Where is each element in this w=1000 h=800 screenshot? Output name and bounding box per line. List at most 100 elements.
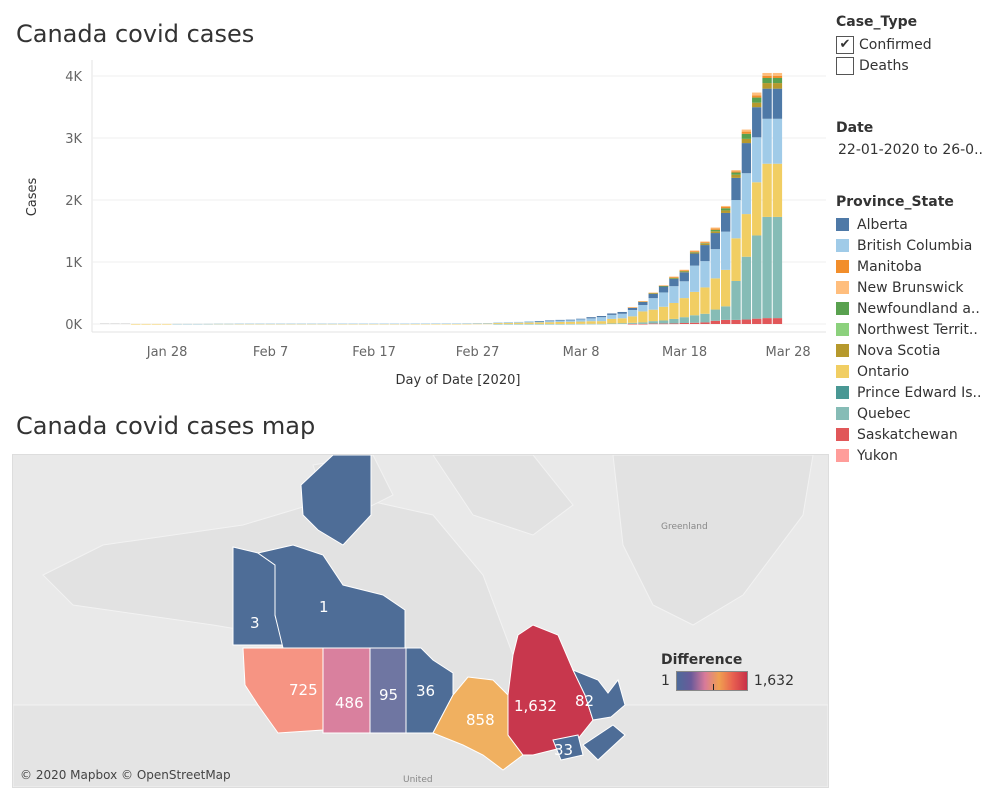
bar-segment[interactable] <box>762 118 772 164</box>
bar-segment[interactable] <box>772 83 783 89</box>
bar-segment[interactable] <box>710 228 720 230</box>
bar-segment[interactable] <box>679 323 689 324</box>
bar-segment[interactable] <box>338 323 348 325</box>
bar-segment[interactable] <box>762 83 772 89</box>
bar-segment[interactable] <box>669 277 679 279</box>
region-alberta[interactable] <box>322 647 371 734</box>
bar-segment[interactable] <box>669 278 679 287</box>
bar-segment[interactable] <box>741 131 752 134</box>
bar-segment[interactable] <box>731 177 741 201</box>
bar-segment[interactable] <box>607 314 617 319</box>
bar-segment[interactable] <box>493 323 503 325</box>
bar-segment[interactable] <box>752 182 762 236</box>
bar-segment[interactable] <box>700 241 710 243</box>
bar-segment[interactable] <box>752 102 762 108</box>
bar-segment[interactable] <box>741 129 752 132</box>
bar-segment[interactable] <box>689 291 700 316</box>
bar-segment[interactable] <box>389 323 400 325</box>
bar-segment[interactable] <box>710 309 720 321</box>
bar-segment[interactable] <box>369 323 379 325</box>
bar-segment[interactable] <box>596 321 607 324</box>
bar-segment[interactable] <box>514 322 524 324</box>
bar-segment[interactable] <box>555 323 565 325</box>
bar-segment[interactable] <box>700 322 710 324</box>
bar-segment[interactable] <box>462 323 472 325</box>
bar-segment[interactable] <box>203 323 213 325</box>
bar-segment[interactable] <box>534 321 545 323</box>
legend-item-yukon[interactable]: Yukon <box>836 445 981 466</box>
bar-segment[interactable] <box>721 205 731 208</box>
bar-segment[interactable] <box>472 323 482 325</box>
bar-segment[interactable] <box>431 323 441 325</box>
bar-segment[interactable] <box>700 261 710 288</box>
bar-segment[interactable] <box>131 323 141 325</box>
bar-segment[interactable] <box>638 322 648 324</box>
bar-segment[interactable] <box>307 323 317 325</box>
legend-item-newfoundland-a[interactable]: Newfoundland a.. <box>836 298 981 319</box>
bar-segment[interactable] <box>441 323 451 324</box>
bar-segment[interactable] <box>451 323 462 324</box>
bar-segment[interactable] <box>679 271 689 272</box>
bar-segment[interactable] <box>524 322 534 324</box>
bar-segment[interactable] <box>244 323 255 325</box>
bar-segment[interactable] <box>710 233 720 250</box>
bar-segment[interactable] <box>679 271 689 273</box>
bar-segment[interactable] <box>772 88 783 119</box>
bar-segment[interactable] <box>731 280 741 320</box>
bar-segment[interactable] <box>627 316 638 323</box>
bar-segment[interactable] <box>721 231 731 270</box>
bar-segment[interactable] <box>627 309 638 317</box>
bar-segment[interactable] <box>524 321 534 323</box>
bar-segment[interactable] <box>679 269 689 271</box>
bar-segment[interactable] <box>379 323 389 325</box>
bar-segment[interactable] <box>741 133 752 139</box>
legend-item-alberta[interactable]: Alberta <box>836 214 981 235</box>
bar-segment[interactable] <box>669 323 679 325</box>
bar-segment[interactable] <box>482 323 493 325</box>
bar-segment[interactable] <box>638 323 648 325</box>
bar-segment[interactable] <box>700 243 710 244</box>
bar-segment[interactable] <box>379 323 389 325</box>
bar-segment[interactable] <box>658 323 669 325</box>
bar-segment[interactable] <box>648 309 658 322</box>
bar-segment[interactable] <box>410 323 420 325</box>
bar-segment[interactable] <box>627 322 638 324</box>
bar-segment[interactable] <box>648 321 658 324</box>
bar-segment[interactable] <box>669 276 679 278</box>
bar-segment[interactable] <box>172 323 182 325</box>
legend-item-quebec[interactable]: Quebec <box>836 403 981 424</box>
bar-segment[interactable] <box>689 252 700 253</box>
bar-segment[interactable] <box>348 323 358 325</box>
bar-segment[interactable] <box>482 323 493 324</box>
bar-segment[interactable] <box>555 321 565 324</box>
bar-segment[interactable] <box>162 323 172 325</box>
bar-segment[interactable] <box>741 173 752 215</box>
bar-segment[interactable] <box>627 307 638 308</box>
region-new-brunswick[interactable] <box>552 734 584 761</box>
bar-segment[interactable] <box>638 301 648 302</box>
legend-item-british-columbia[interactable]: British Columbia <box>836 235 981 256</box>
bar-segment[interactable] <box>596 316 607 318</box>
bar-segment[interactable] <box>607 318 617 324</box>
bar-segment[interactable] <box>369 323 379 325</box>
bar-segment[interactable] <box>586 318 596 322</box>
bar-segment[interactable] <box>555 319 565 321</box>
bar-segment[interactable] <box>327 323 338 325</box>
bar-segment[interactable] <box>752 235 762 319</box>
bar-segment[interactable] <box>586 321 596 324</box>
bar-segment[interactable] <box>752 137 762 183</box>
bar-segment[interactable] <box>710 227 720 229</box>
bar-segment[interactable] <box>658 285 669 287</box>
bar-segment[interactable] <box>752 95 762 98</box>
bar-segment[interactable] <box>627 323 638 325</box>
bar-segment[interactable] <box>762 318 772 324</box>
bar-segment[interactable] <box>286 323 296 325</box>
bar-segment[interactable] <box>741 319 752 324</box>
bar-segment[interactable] <box>296 323 306 325</box>
bar-segment[interactable] <box>721 207 731 209</box>
bar-segment[interactable] <box>721 210 731 213</box>
bar-segment[interactable] <box>721 269 731 307</box>
bar-segment[interactable] <box>596 317 607 322</box>
bar-segment[interactable] <box>338 323 348 325</box>
case-type-option-deaths[interactable]: Deaths <box>836 55 932 76</box>
